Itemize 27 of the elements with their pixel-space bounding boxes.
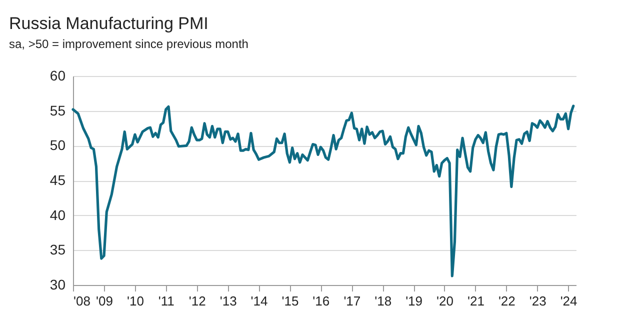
line-series	[72, 104, 575, 278]
y-tick-label: 30	[50, 276, 66, 292]
x-tick-label: '18	[374, 294, 392, 308]
x-tick-label: '20	[436, 294, 454, 308]
x-tick-label: '08	[74, 294, 90, 308]
y-tick-label: 45	[50, 172, 66, 188]
chart-subtitle: sa, >50 = improvement since previous month	[9, 37, 248, 51]
x-tick-label: '16	[312, 294, 330, 308]
y-tick-label: 35	[50, 242, 66, 258]
x-tick-label: '22	[498, 294, 516, 308]
x-tick-label: '10	[126, 294, 144, 308]
x-tick-label: '13	[220, 294, 237, 308]
x-tick-label: '23	[529, 294, 546, 308]
x-tick-label: '24	[560, 294, 578, 308]
x-tick-label: '09	[96, 294, 113, 308]
x-tick-label: '17	[344, 294, 361, 308]
y-tick-label: 50	[50, 137, 66, 154]
x-tick-label: '21	[468, 294, 484, 308]
x-tick-label: '19	[406, 294, 423, 308]
chart-title: Russia Manufacturing PMI	[9, 14, 208, 33]
x-tick-label: '15	[282, 294, 299, 308]
x-tick-label: '12	[188, 294, 206, 308]
y-tick-label: 55	[50, 102, 66, 118]
x-tick-label: '14	[250, 294, 268, 308]
y-tick-label: 60	[50, 68, 66, 84]
y-tick-label: 40	[50, 206, 66, 223]
x-tick-label: '11	[158, 294, 174, 308]
